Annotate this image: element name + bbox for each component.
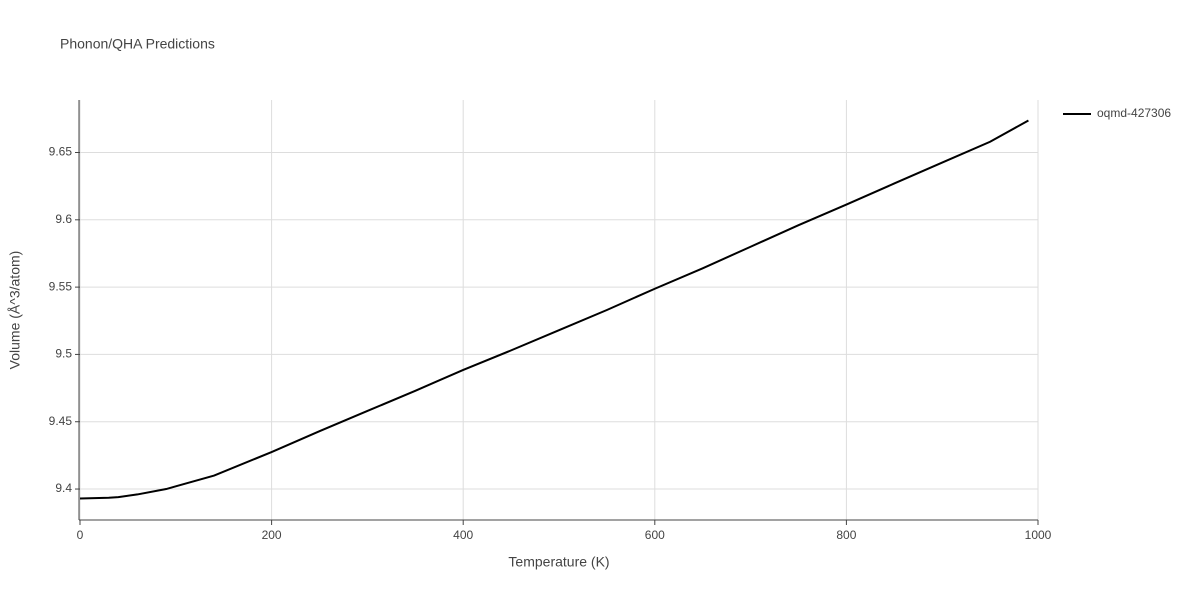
line-series [79,119,1029,500]
x-tick-label: 800 [836,528,856,542]
chart-title: Phonon/QHA Predictions [60,36,215,52]
x-tick-label: 0 [77,528,84,542]
y-tick-label: 9.4 [55,481,72,495]
y-tick-label: 9.6 [55,212,72,226]
y-tick-label: 9.65 [49,145,73,159]
y-tick-label: 9.45 [49,414,73,428]
y-tick-label: 9.55 [49,279,73,293]
x-tick-label: 1000 [1025,528,1052,542]
x-tick-label: 600 [645,528,665,542]
y-axis-label: Volume (Å^3/atom) [7,251,23,370]
legend-label: oqmd-427306 [1097,106,1171,120]
x-tick-label: 400 [453,528,473,542]
y-tick-label: 9.5 [55,347,72,361]
x-tick-label: 200 [262,528,282,542]
x-axis-label: Temperature (K) [508,554,609,570]
